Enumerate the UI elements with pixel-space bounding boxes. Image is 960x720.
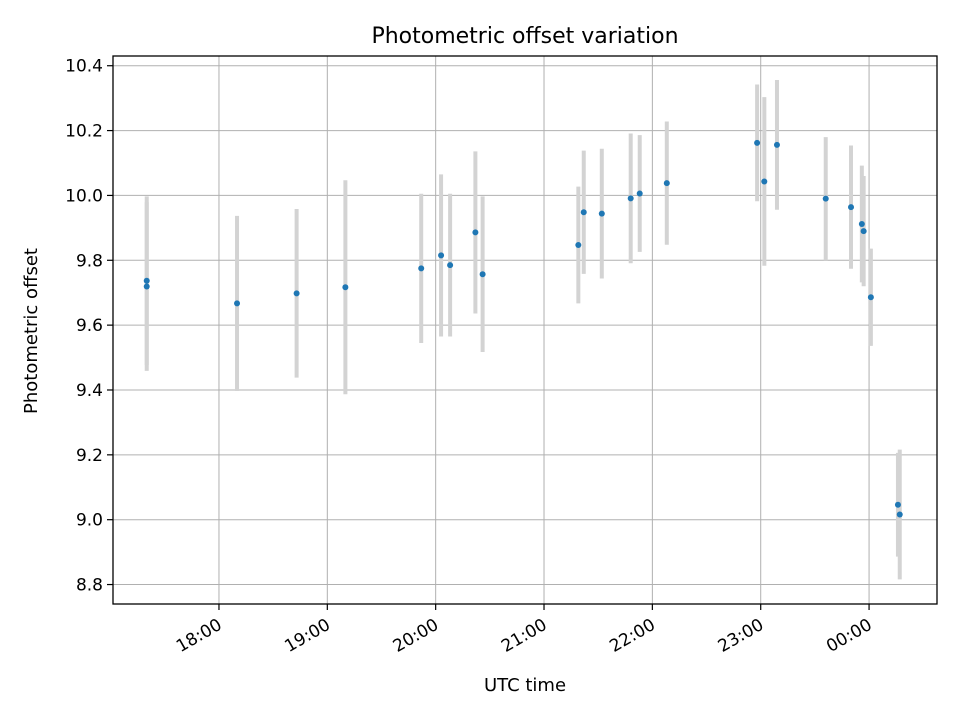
- x-axis-ticks: 18:00 19:00 20:00 21:00 22:00 23:00 00:00: [173, 604, 876, 657]
- plot-frame: [112, 55, 938, 605]
- y-axis-label: Photometric offset: [21, 248, 42, 414]
- y-tick-label: 9.0: [76, 511, 103, 531]
- y-tick-label: 9.2: [76, 446, 103, 466]
- x-tick-label: 23:00: [715, 615, 767, 657]
- data-point: [234, 300, 241, 307]
- data-point: [848, 204, 855, 211]
- data-point: [438, 252, 445, 259]
- x-tick-label: 22:00: [606, 615, 658, 657]
- data-point: [143, 277, 150, 284]
- x-axis-label: UTC time: [484, 675, 566, 696]
- data-point: [754, 139, 761, 146]
- grid-lines: [113, 56, 937, 604]
- data-point: [479, 271, 486, 278]
- data-point: [472, 229, 479, 236]
- data-point: [761, 178, 768, 185]
- chart-title: Photometric offset variation: [371, 24, 678, 49]
- data-point: [894, 501, 901, 508]
- data-point: [293, 290, 300, 297]
- data-point: [896, 511, 903, 518]
- data-point: [867, 294, 874, 301]
- error-bars: [144, 79, 902, 580]
- data-point: [860, 228, 867, 235]
- x-tick-label: 21:00: [498, 615, 550, 657]
- data-point: [418, 265, 425, 272]
- data-point: [143, 283, 150, 290]
- x-tick-label: 20:00: [390, 615, 442, 657]
- x-tick-label: 00:00: [823, 615, 875, 657]
- y-tick-label: 9.6: [76, 316, 103, 336]
- data-point: [447, 262, 454, 269]
- data-point: [575, 242, 582, 249]
- data-point: [342, 284, 349, 291]
- data-point: [822, 195, 829, 202]
- y-tick-label: 9.4: [76, 381, 103, 401]
- y-tick-label: 10.2: [65, 122, 103, 142]
- data-point: [580, 209, 587, 216]
- x-tick-label: 19:00: [281, 615, 333, 657]
- data-point: [858, 220, 865, 227]
- data-point: [636, 190, 643, 197]
- data-point: [627, 195, 634, 202]
- data-point: [773, 141, 780, 148]
- y-axis-ticks: 8.8 9.0 9.2 9.4 9.6 9.8 10.0 10.2 10.4: [65, 57, 113, 596]
- data-point: [598, 210, 605, 217]
- y-tick-label: 10.4: [65, 57, 103, 77]
- data-point: [663, 180, 670, 187]
- data-points: [143, 139, 903, 518]
- x-tick-label: 18:00: [173, 615, 225, 657]
- y-tick-label: 8.8: [76, 576, 103, 596]
- y-tick-label: 10.0: [65, 186, 103, 206]
- y-tick-label: 9.8: [76, 251, 103, 271]
